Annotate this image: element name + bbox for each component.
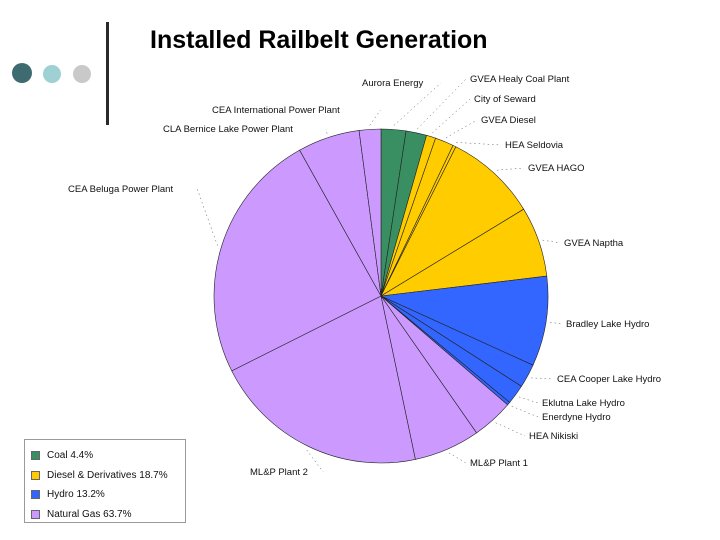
leader-line-bradley-lake-hydro [549,321,563,325]
slice-label-mlandp-plant-1: ML&P Plant 1 [470,458,528,469]
slice-label-eklutna-lake-hydro: Eklutna Lake Hydro [542,398,625,409]
leader-line-enerdyne-hydro [511,405,539,418]
chart-legend: Coal 4.4% Diesel & Derivatives 18.7% Hyd… [24,439,186,523]
slice-label-bradley-lake-hydro: Bradley Lake Hydro [566,319,649,330]
leader-line-hea-seldovia [456,142,502,146]
slice-label-enerdyne-hydro: Enerdyne Hydro [542,412,611,423]
slice-label-gvea-healy-coal-plant: GVEA Healy Coal Plant [470,74,570,85]
leader-line-mlandp-plant-1 [448,452,467,464]
slice-label-aurora-energy: Aurora Energy [362,78,424,89]
slice-label-hea-nikiski: HEA Nikiski [529,431,578,442]
legend-swatch-natural-gas [31,509,40,519]
leader-line-aurora-energy [393,82,441,126]
slice-label-cla-bernice-lake-power-plant: CLA Bernice Lake Power Plant [163,124,293,135]
legend-item-natural-gas: Natural Gas 63.7% [31,505,185,525]
legend-swatch-hydro [31,490,40,500]
slice-label-city-of-seward: City of Seward [474,94,536,105]
leader-line-gvea-naptha [542,239,561,244]
pie-slice-cea-beluga-power-plant [213,149,382,372]
legend-item-diesel: Diesel & Derivatives 18.7% [31,466,185,486]
pie-slice-mlandp-plant-2 [231,295,416,464]
pie-slice-bradley-lake-hydro [379,275,549,366]
legend-label-natural-gas: Natural Gas 63.7% [47,508,132,520]
pie-slices [213,128,549,464]
slice-label-cea-international-power-plant: CEA International Power Plant [212,105,340,116]
leader-line-eklutna-lake-hydro [518,396,539,404]
legend-label-diesel: Diesel & Derivatives 18.7% [47,469,168,481]
slice-label-mlandp-plant-2: ML&P Plant 2 [250,467,308,478]
leader-line-city-of-seward [432,98,471,134]
leader-line-cea-beluga-power-plant [196,188,218,246]
leader-line-gvea-diesel [445,119,478,139]
legend-label-coal: Coal 4.4% [47,450,94,462]
decorative-dot-gray [73,65,91,83]
leader-line-cla-bernice-lake-power-plant [325,128,328,134]
slice-label-cea-beluga-power-plant: CEA Beluga Power Plant [68,184,173,195]
slice-label-hea-seldovia: HEA Seldovia [505,140,564,151]
slice-label-gvea-hago: GVEA HAGO [528,163,585,174]
slice-label-cea-cooper-lake-hydro: CEA Cooper Lake Hydro [557,374,661,385]
decorative-dot-teal [43,65,61,83]
leader-line-mlandp-plant-2 [306,449,324,473]
legend-item-hydro: Hydro 13.2% [31,485,185,505]
page-title: Installed Railbelt Generation [150,26,488,54]
leader-line-hea-nikiski [495,422,526,437]
legend-item-coal: Coal 4.4% [31,446,185,466]
legend-swatch-coal [31,451,40,461]
decorative-divider [106,22,109,125]
decorative-dot-dark [12,63,32,83]
legend-label-hydro: Hydro 13.2% [47,489,105,501]
slice-labels: Aurora Energy GVEA Healy Coal Plant City o… [68,74,661,478]
leader-line-gvea-healy-coal-plant [417,78,467,130]
slice-label-gvea-naptha: GVEA Naptha [564,238,624,249]
slice-label-gvea-diesel: GVEA Diesel [481,115,536,126]
legend-swatch-diesel [31,470,40,480]
pie-slice-cea-international-power-plant [358,128,382,297]
leader-line-cea-cooper-lake-hydro [531,377,554,380]
leader-lines [196,78,563,473]
pie-slice-gvea-hago [380,146,525,297]
leader-line-gvea-hago [496,167,525,171]
leader-line-cea-international-power-plant [369,109,381,126]
